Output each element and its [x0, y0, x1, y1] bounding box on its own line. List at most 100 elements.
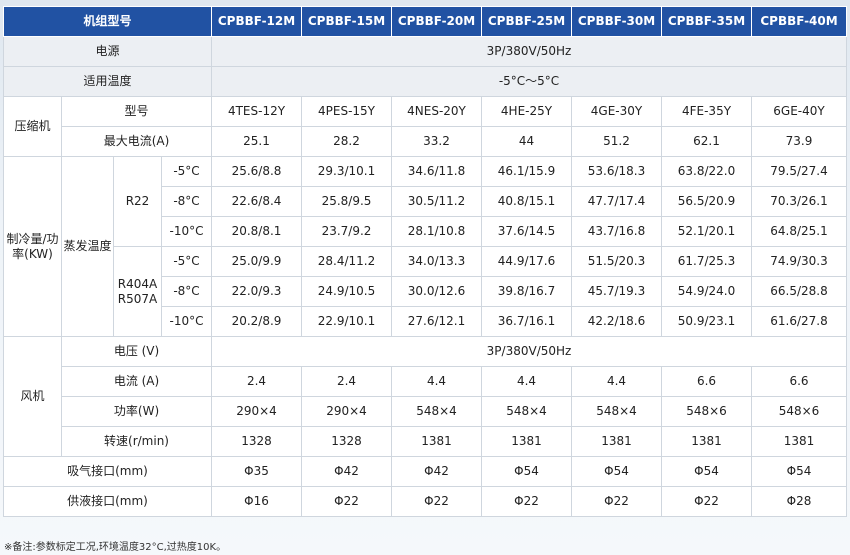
- liquid-value: Φ28: [751, 486, 848, 517]
- model-header: CPBBF-30M: [571, 6, 663, 37]
- fan-voltage-value: 3P/380V/50Hz: [211, 336, 848, 367]
- compressor-current: 62.1: [661, 126, 753, 157]
- capacity-value: 34.0/13.3: [391, 246, 483, 277]
- evap-temp: -8°C: [160, 186, 213, 217]
- suction-value: Φ54: [481, 456, 573, 487]
- suction-value: Φ54: [661, 456, 753, 487]
- compressor-model: 4TES-12Y: [211, 96, 303, 127]
- fan-current: 4.4: [481, 366, 573, 397]
- capacity-value: 47.7/17.4: [571, 186, 663, 217]
- fan-speed: 1381: [751, 426, 848, 457]
- capacity-value: 52.1/20.1: [661, 216, 753, 247]
- evap-temp: -8°C: [160, 276, 213, 307]
- fan-current: 6.6: [751, 366, 848, 397]
- capacity-value: 44.9/17.6: [481, 246, 573, 277]
- capacity-value: 28.4/11.2: [301, 246, 393, 277]
- fan-group-label: 风机: [3, 336, 62, 457]
- suction-value: Φ54: [571, 456, 663, 487]
- fan-current-row: 电流 (A) 2.4 2.4 4.4 4.4 4.4 6.6 6.6: [4, 366, 848, 397]
- capacity-value: 50.9/23.1: [661, 306, 753, 337]
- compressor-model-label: 型号: [60, 96, 213, 127]
- capacity-value: 51.5/20.3: [571, 246, 663, 277]
- fan-current: 2.4: [301, 366, 393, 397]
- capacity-value: 66.5/28.8: [751, 276, 848, 307]
- capacity-value: 28.1/10.8: [391, 216, 483, 247]
- refrigerant-label: R22: [113, 156, 162, 247]
- capacity-value: 29.3/10.1: [301, 156, 393, 187]
- capacity-value: 70.3/26.1: [751, 186, 848, 217]
- capacity-row: -8°C 22.0/9.3 24.9/10.5 30.0/12.6 39.8/1…: [4, 276, 848, 307]
- fan-power: 548×6: [751, 396, 848, 427]
- fan-power-row: 功率(W) 290×4 290×4 548×4 548×4 548×4 548×…: [4, 396, 848, 427]
- capacity-value: 64.8/25.1: [751, 216, 848, 247]
- fan-speed: 1381: [571, 426, 663, 457]
- spec-table: 机组型号 CPBBF-12M CPBBF-15M CPBBF-20M CPBBF…: [2, 6, 848, 517]
- capacity-value: 25.8/9.5: [301, 186, 393, 217]
- evap-temp-label: 蒸发温度: [61, 156, 114, 337]
- capacity-row: -10°C 20.8/8.1 23.7/9.2 28.1/10.8 37.6/1…: [4, 216, 848, 247]
- suction-label: 吸气接口(mm): [2, 456, 213, 487]
- fan-power: 548×6: [661, 396, 753, 427]
- compressor-current: 73.9: [751, 126, 848, 157]
- capacity-value: 79.5/27.4: [751, 156, 848, 187]
- compressor-current-row: 最大电流(A) 25.1 28.2 33.2 44 51.2 62.1 73.9: [4, 126, 848, 157]
- model-header: CPBBF-12M: [211, 6, 303, 37]
- temp-range-row: 适用温度 -5°C～5°C: [2, 66, 848, 97]
- capacity-value: 74.9/30.3: [751, 246, 848, 277]
- capacity-value: 20.2/8.9: [211, 306, 303, 337]
- compressor-current: 25.1: [211, 126, 303, 157]
- capacity-value: 46.1/15.9: [481, 156, 573, 187]
- capacity-group-label: 制冷量/功率(KW): [3, 156, 62, 337]
- capacity-value: 45.7/19.3: [571, 276, 663, 307]
- capacity-value: 22.9/10.1: [301, 306, 393, 337]
- capacity-value: 25.0/9.9: [211, 246, 303, 277]
- compressor-current: 33.2: [391, 126, 483, 157]
- fan-voltage-label: 电压 (V): [60, 336, 213, 367]
- liquid-row: 供液接口(mm) Φ16 Φ22 Φ22 Φ22 Φ22 Φ22 Φ28: [2, 486, 848, 517]
- capacity-value: 36.7/16.1: [481, 306, 573, 337]
- capacity-value: 22.6/8.4: [211, 186, 303, 217]
- footnote: ※备注:参数标定工况,环境温度32°C,过热度10K。: [4, 542, 227, 553]
- capacity-value: 61.6/27.8: [751, 306, 848, 337]
- capacity-value: 25.6/8.8: [211, 156, 303, 187]
- suction-value: Φ42: [301, 456, 393, 487]
- capacity-value: 53.6/18.3: [571, 156, 663, 187]
- fan-speed: 1328: [301, 426, 393, 457]
- power-row: 电源 3P/380V/50Hz: [2, 36, 848, 67]
- capacity-value: 37.6/14.5: [481, 216, 573, 247]
- evap-temp: -5°C: [160, 246, 213, 277]
- capacity-value: 20.8/8.1: [211, 216, 303, 247]
- header-label: 机组型号: [2, 6, 213, 37]
- fan-speed: 1381: [661, 426, 753, 457]
- compressor-model: 4PES-15Y: [301, 96, 393, 127]
- fan-power: 290×4: [301, 396, 393, 427]
- fan-power: 290×4: [211, 396, 303, 427]
- evap-temp: -10°C: [160, 216, 213, 247]
- capacity-row: R404A R507A -5°C 25.0/9.9 28.4/11.2 34.0…: [4, 246, 848, 337]
- liquid-value: Φ22: [391, 486, 483, 517]
- model-header: CPBBF-40M: [751, 6, 848, 37]
- suction-row: 吸气接口(mm) Φ35 Φ42 Φ42 Φ54 Φ54 Φ54 Φ54: [2, 456, 848, 487]
- fan-current: 4.4: [571, 366, 663, 397]
- fan-power-label: 功率(W): [60, 396, 213, 427]
- evap-temp: -5°C: [160, 156, 213, 187]
- compressor-model: 6GE-40Y: [751, 96, 848, 127]
- fan-current: 2.4: [211, 366, 303, 397]
- refrigerant-label: R404A R507A: [113, 246, 162, 337]
- capacity-value: 54.9/24.0: [661, 276, 753, 307]
- liquid-value: Φ22: [481, 486, 573, 517]
- model-header: CPBBF-15M: [301, 6, 393, 37]
- evap-temp: -10°C: [160, 306, 213, 337]
- fan-speed: 1328: [211, 426, 303, 457]
- capacity-value: 63.8/22.0: [661, 156, 753, 187]
- compressor-current: 28.2: [301, 126, 393, 157]
- liquid-value: Φ22: [571, 486, 663, 517]
- compressor-model-row: 压缩机 型号 4TES-12Y 4PES-15Y 4NES-20Y 4HE-25…: [3, 96, 848, 157]
- capacity-value: 56.5/20.9: [661, 186, 753, 217]
- liquid-value: Φ22: [661, 486, 753, 517]
- capacity-value: 39.8/16.7: [481, 276, 573, 307]
- capacity-value: 23.7/9.2: [301, 216, 393, 247]
- liquid-label: 供液接口(mm): [2, 486, 213, 517]
- capacity-row: -10°C 20.2/8.9 22.9/10.1 27.6/12.1 36.7/…: [4, 306, 848, 337]
- liquid-value: Φ22: [301, 486, 393, 517]
